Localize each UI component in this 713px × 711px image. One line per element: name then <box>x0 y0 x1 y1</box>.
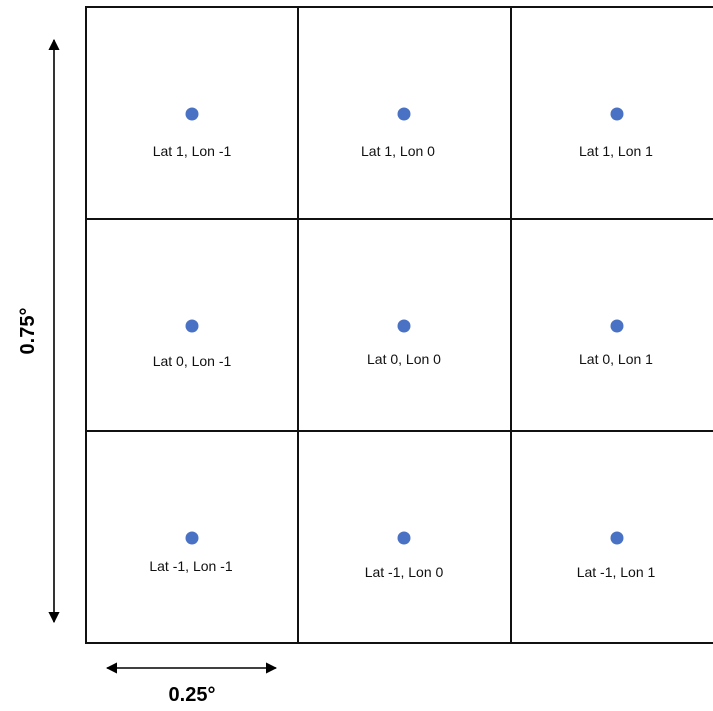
cell-label: Lat 0, Lon 1 <box>579 351 653 367</box>
cell-label: Lat 1, Lon -1 <box>153 143 232 159</box>
cell-label: Lat 0, Lon -1 <box>153 353 232 369</box>
cell-label: Lat 0, Lon 0 <box>367 351 441 367</box>
cell-r0-c1: Lat 1, Lon 0 <box>297 6 512 220</box>
cell-r2-c2: Lat -1, Lon 1 <box>510 430 713 644</box>
grid-point <box>610 107 624 121</box>
horizontal-dimension-label: 0.25° <box>169 684 216 706</box>
cell-r0-c2: Lat 1, Lon 1 <box>510 6 713 220</box>
grid-point <box>397 319 411 333</box>
cell-label: Lat -1, Lon 0 <box>365 564 444 580</box>
cell-r0-c0: Lat 1, Lon -1 <box>85 6 299 220</box>
grid-point <box>397 107 411 121</box>
cell-label: Lat -1, Lon 1 <box>577 564 656 580</box>
cell-r1-c1: Lat 0, Lon 0 <box>297 218 512 432</box>
cell-r2-c1: Lat -1, Lon 0 <box>297 430 512 644</box>
grid-point <box>185 531 199 545</box>
grid-point <box>185 319 199 333</box>
cell-label: Lat 1, Lon 0 <box>361 143 435 159</box>
cell-label: Lat 1, Lon 1 <box>579 143 653 159</box>
grid-point <box>185 107 199 121</box>
cell-r1-c2: Lat 0, Lon 1 <box>510 218 713 432</box>
grid-point <box>610 531 624 545</box>
cell-r2-c0: Lat -1, Lon -1 <box>85 430 299 644</box>
vertical-dimension-label: 0.75° <box>17 308 39 355</box>
cell-label: Lat -1, Lon -1 <box>149 558 232 574</box>
cell-r1-c0: Lat 0, Lon -1 <box>85 218 299 432</box>
grid-point <box>397 531 411 545</box>
grid-point <box>610 319 624 333</box>
